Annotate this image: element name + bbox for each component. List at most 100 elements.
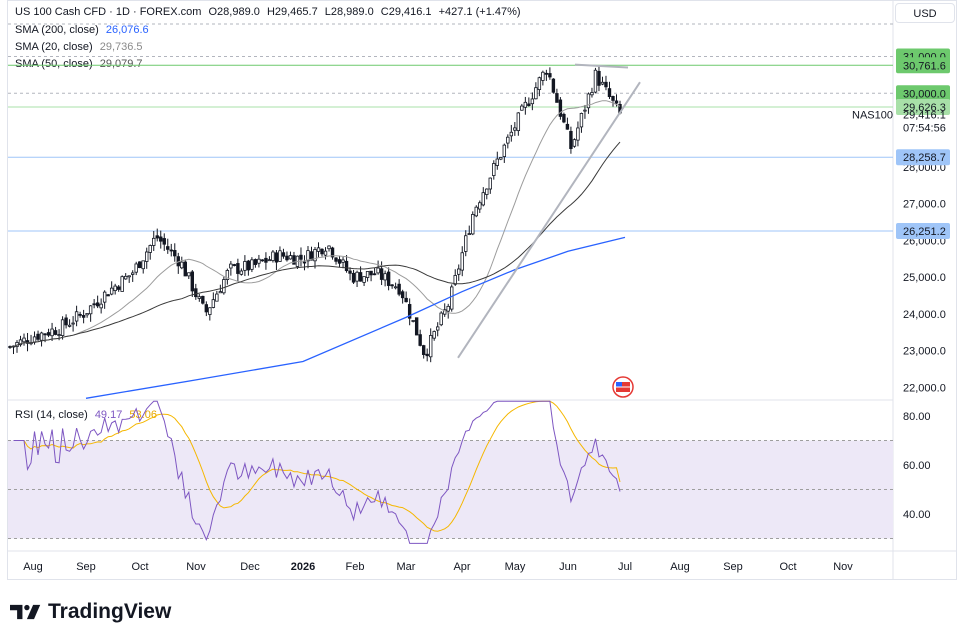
candle-body bbox=[337, 259, 342, 264]
candle-body bbox=[155, 235, 159, 239]
candle-body bbox=[183, 261, 187, 277]
candle-body bbox=[614, 100, 619, 104]
candle-body bbox=[36, 333, 40, 340]
candle-body bbox=[74, 311, 79, 322]
time-tick-label: Aug bbox=[23, 561, 43, 573]
sma200-label: SMA (200, close) bbox=[15, 24, 99, 36]
price-tick-label: 22,000.0 bbox=[903, 382, 946, 394]
candle-body bbox=[351, 272, 356, 283]
candle-body bbox=[576, 127, 580, 141]
chart-canvas[interactable]: 80.00 60.00 40.00 31,000.030,000.028,000.0… bbox=[0, 0, 965, 580]
candle-body bbox=[348, 270, 352, 274]
time-tick-label: Feb bbox=[346, 561, 365, 573]
candle-body bbox=[365, 271, 370, 278]
price-tag bbox=[896, 149, 950, 166]
candle-body bbox=[362, 276, 366, 283]
price-tag bbox=[896, 223, 950, 240]
candle-body bbox=[197, 296, 202, 299]
candle-body bbox=[211, 299, 216, 308]
symbol-title[interactable]: US 100 Cash CFD · 1D · FOREX.com bbox=[15, 6, 202, 18]
candle-body bbox=[527, 103, 531, 106]
candle-body bbox=[502, 144, 507, 157]
candle-body bbox=[81, 315, 86, 318]
candle-body bbox=[120, 276, 124, 292]
candle-body bbox=[541, 71, 545, 81]
time-tick-label: Sep bbox=[723, 561, 743, 573]
candle-body bbox=[495, 158, 499, 166]
candle-body bbox=[330, 247, 335, 258]
time-axis[interactable]: Aug Sep Oct Nov Dec 2026 Feb Mar Apr May Jun Jul Aug… bbox=[23, 561, 853, 573]
price-tag bbox=[896, 98, 950, 115]
candle-body bbox=[64, 317, 68, 326]
candle-body bbox=[239, 270, 244, 275]
candle-body bbox=[460, 252, 464, 271]
candle-body bbox=[457, 268, 461, 275]
candle-body bbox=[102, 291, 107, 303]
candle-body bbox=[67, 324, 72, 327]
sma50-label: SMA (50, close) bbox=[15, 58, 93, 70]
candle-body bbox=[169, 249, 173, 252]
candle-body bbox=[383, 273, 387, 281]
candle-body bbox=[292, 255, 296, 265]
candle-body bbox=[513, 127, 517, 131]
candle-body bbox=[572, 139, 577, 147]
candle-body bbox=[597, 70, 601, 86]
candle-body bbox=[99, 303, 103, 309]
price-tick-label: 23,000.0 bbox=[903, 346, 946, 358]
sma20-line bbox=[20, 100, 621, 345]
trendlines bbox=[457, 63, 641, 359]
ohlc-low: L28,989.0 bbox=[324, 6, 374, 18]
candle-body bbox=[148, 245, 152, 253]
rsi-tick-label: 80.00 bbox=[903, 411, 931, 423]
candle-body bbox=[555, 93, 559, 103]
candle-body bbox=[215, 293, 219, 302]
candle-body bbox=[236, 263, 240, 274]
candle-body bbox=[320, 248, 324, 255]
rsi-sma-line bbox=[13, 400, 621, 532]
candle-body bbox=[407, 304, 412, 319]
rsi-label: RSI (14, close) bbox=[15, 409, 88, 421]
time-tick-label: Jun bbox=[559, 561, 577, 573]
candle-body bbox=[123, 275, 128, 280]
candle-body bbox=[488, 177, 492, 190]
sma200-legend[interactable]: SMA (200, close) 26,076.6 bbox=[15, 24, 153, 36]
price-axis[interactable]: 31,000.030,000.028,000.027,000.026,000.0… bbox=[612, 48, 950, 398]
price-tag-label: 30,000.0 bbox=[903, 88, 946, 100]
candle-body bbox=[257, 258, 261, 264]
candle-body bbox=[309, 251, 314, 261]
price-tick-label: 27,000.0 bbox=[903, 199, 946, 211]
candle-body bbox=[506, 136, 510, 144]
candle-body bbox=[53, 330, 58, 335]
candle-body bbox=[411, 320, 415, 322]
candle-body bbox=[159, 236, 163, 242]
candle-body bbox=[379, 268, 384, 280]
candle-body bbox=[46, 332, 51, 336]
sma50-legend[interactable]: SMA (50, close) 29,079.7 bbox=[15, 58, 147, 70]
sma200-value: 26,076.6 bbox=[105, 24, 149, 36]
candle-body bbox=[327, 245, 331, 250]
uptrend-line bbox=[457, 81, 641, 359]
sma20-legend[interactable]: SMA (20, close) 29,736.5 bbox=[15, 41, 147, 53]
candle-body bbox=[607, 88, 612, 98]
candle-body bbox=[180, 261, 184, 269]
time-tick-label: Oct bbox=[779, 561, 796, 573]
rsi-line bbox=[13, 400, 621, 544]
candle-body bbox=[481, 192, 485, 206]
tradingview-logo[interactable]: TradingView bbox=[10, 600, 171, 624]
candle-body bbox=[316, 247, 321, 252]
candle-body bbox=[57, 334, 61, 336]
candle-body bbox=[260, 259, 265, 262]
candle-body bbox=[428, 335, 433, 358]
candle-body bbox=[499, 157, 503, 160]
candle-body bbox=[393, 286, 398, 289]
currency-button[interactable]: USD bbox=[895, 3, 955, 23]
candle-body bbox=[208, 307, 212, 315]
candle-body bbox=[264, 257, 268, 263]
candle-body bbox=[323, 250, 328, 256]
time-tick-label: Apr bbox=[453, 561, 470, 573]
candle-body bbox=[218, 291, 223, 294]
candle-body bbox=[313, 249, 317, 262]
candle-body bbox=[446, 305, 450, 312]
time-tick-label: May bbox=[505, 561, 526, 573]
candle-body bbox=[204, 304, 209, 313]
